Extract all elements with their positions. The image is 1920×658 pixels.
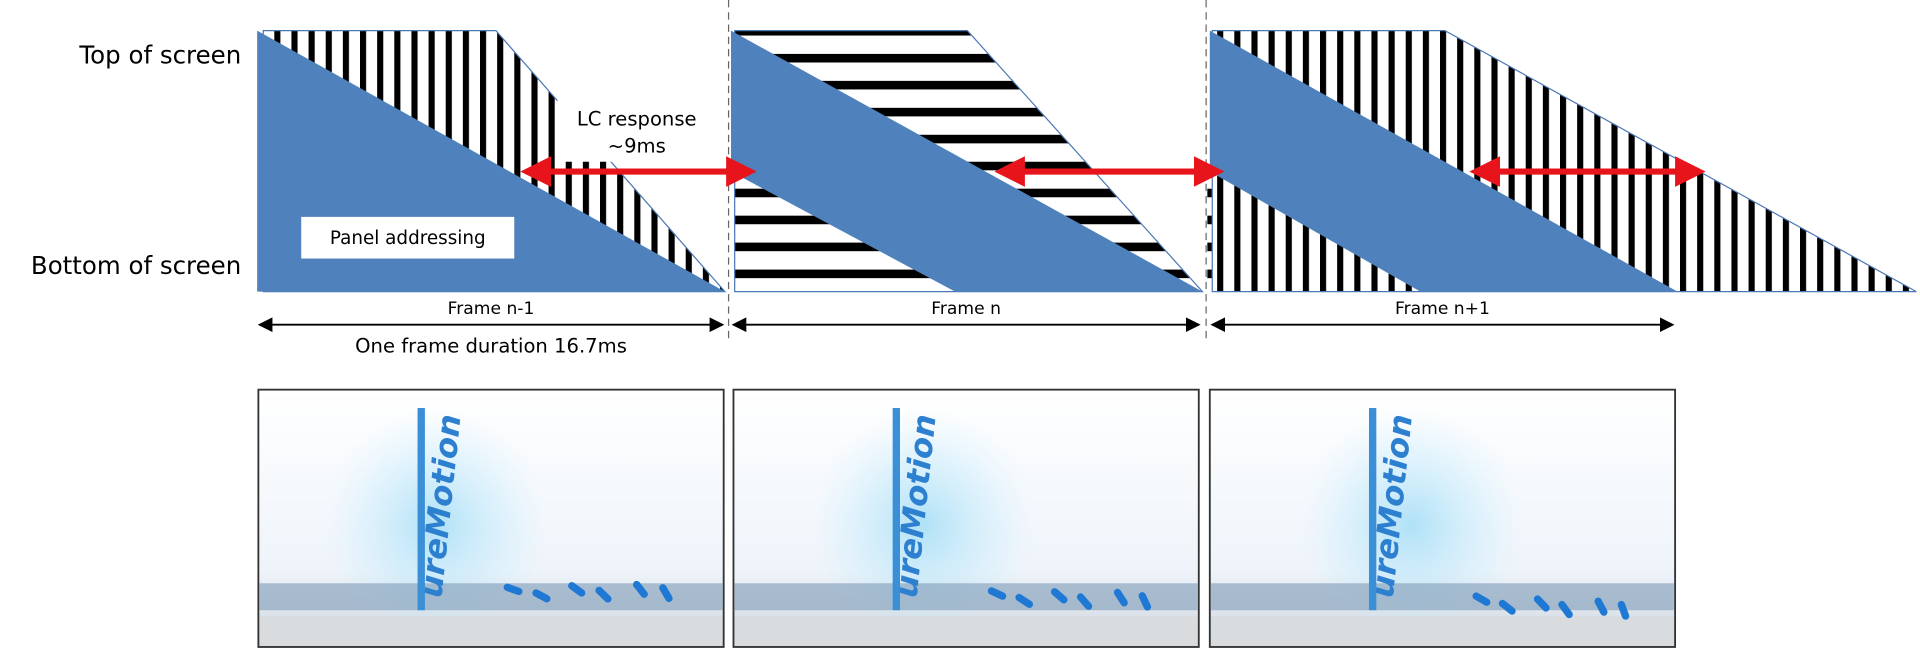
post <box>417 408 425 611</box>
pin <box>1498 599 1516 615</box>
glow <box>1301 408 1523 641</box>
pin <box>659 584 673 603</box>
pin <box>1533 595 1550 612</box>
timing-diagram: Top of screen Bottom of screen LC respon… <box>31 0 1917 357</box>
screenshots: ureMotion ureMotion ureMotion <box>257 388 1677 648</box>
bottom-label: Bottom of screen <box>31 251 241 280</box>
pin <box>1558 600 1573 619</box>
pin <box>987 587 1007 600</box>
addressing-triangle <box>731 30 1203 292</box>
annotation: ~9ms <box>608 135 666 158</box>
pin <box>632 580 648 598</box>
pin <box>1138 592 1152 611</box>
frame-label: Frame n+1 <box>1395 299 1490 319</box>
pin <box>1113 588 1128 607</box>
ground <box>259 583 723 611</box>
panel-label: Panel addressing <box>330 228 486 249</box>
ground <box>734 583 1198 611</box>
annotation: LC response <box>577 108 697 131</box>
post <box>1368 408 1377 611</box>
pin <box>568 582 586 597</box>
pin <box>595 586 612 603</box>
floor <box>259 616 723 646</box>
screenshot: ureMotion <box>732 388 1200 648</box>
label-bg <box>557 100 711 162</box>
duration-label: One frame duration 16.7ms <box>355 334 627 357</box>
pin <box>1076 593 1093 610</box>
pin <box>1050 588 1068 604</box>
glow <box>813 408 1034 641</box>
top-label: Top of screen <box>78 40 241 69</box>
floor <box>734 616 1198 646</box>
panel-box <box>301 216 515 259</box>
pin <box>1617 600 1630 620</box>
frame-label: Frame n-1 <box>448 299 535 319</box>
addressing-triangle <box>1209 30 1678 292</box>
screenshot: ureMotion <box>1208 388 1677 648</box>
floor <box>1211 616 1674 646</box>
pin <box>532 589 551 603</box>
pin <box>1472 592 1491 606</box>
frame-label: Frame n <box>931 299 1001 319</box>
screenshot: ureMotion <box>257 388 725 648</box>
post <box>892 408 900 611</box>
glow <box>325 408 547 641</box>
pin <box>1594 597 1608 616</box>
pin <box>503 583 523 596</box>
pin <box>1015 593 1034 608</box>
